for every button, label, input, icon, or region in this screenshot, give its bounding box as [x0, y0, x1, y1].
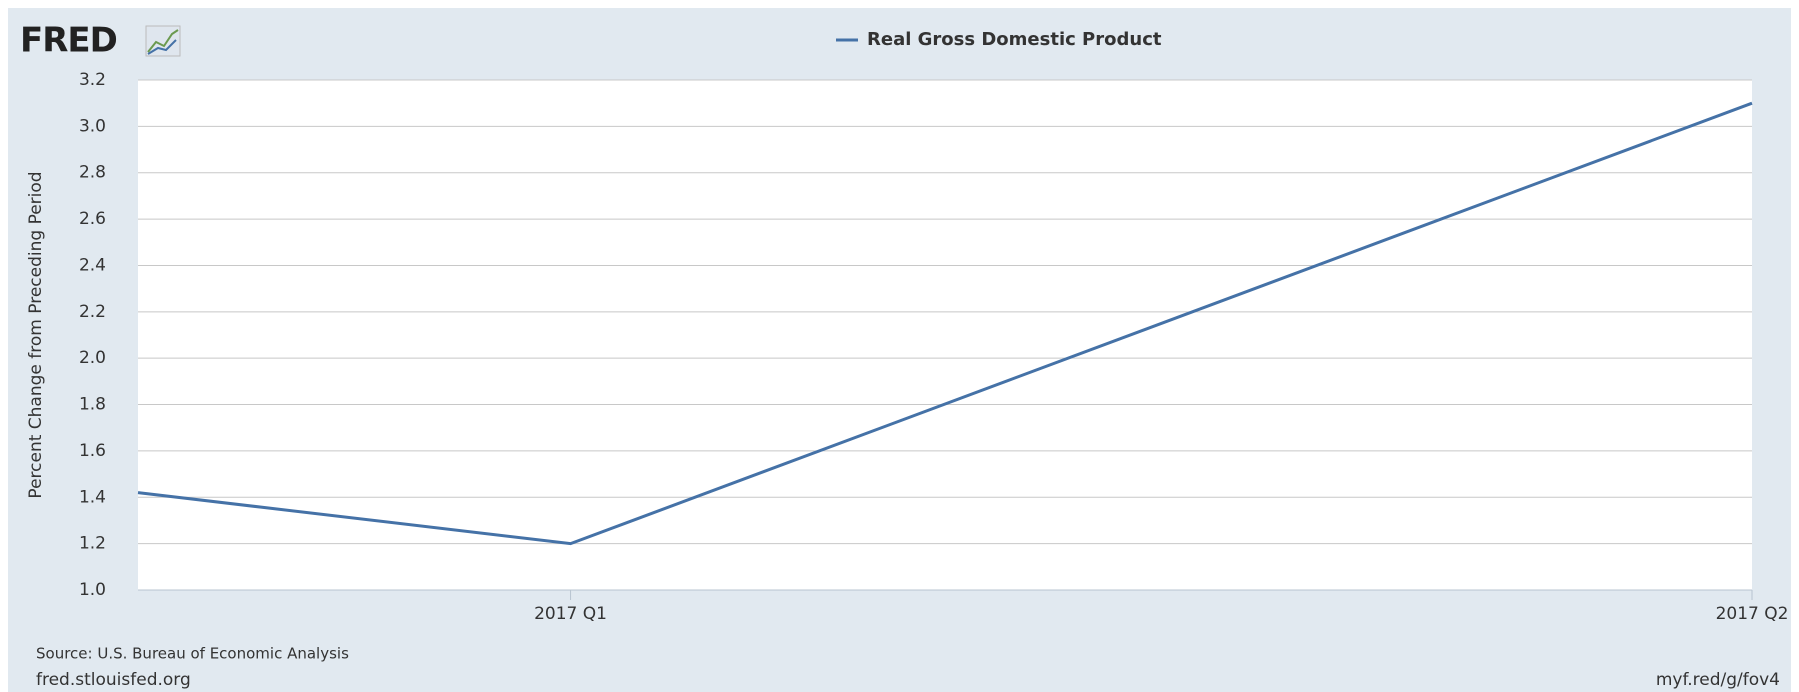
y-tick-label: 1.4 [79, 487, 106, 507]
legend-label: Real Gross Domestic Product [867, 29, 1162, 50]
y-tick-label: 1.0 [79, 580, 106, 600]
y-tick-label: 1.6 [79, 441, 106, 461]
logo: FRED [20, 21, 117, 61]
y-tick-label: 2.8 [79, 163, 106, 183]
footer-right: myf.red/g/fov4 [1656, 670, 1780, 690]
source: Source: U.S. Bureau of Economic Analysis [36, 645, 349, 663]
y-tick-label: 2.2 [79, 302, 106, 322]
footer-left: fred.stlouisfed.org [36, 670, 191, 690]
y-tick-label: 3.0 [79, 116, 106, 136]
y-tick-label: 2.6 [79, 209, 106, 229]
x-tick-label: 2017 Q1 [534, 604, 607, 624]
x-tick-label: 2017 Q2 [1716, 604, 1789, 624]
y-tick-label: 3.2 [79, 70, 106, 90]
y-tick-label: 2.4 [79, 255, 106, 275]
logo-icon [145, 25, 181, 57]
y-axis-label: Percent Change from Preceding Period [26, 171, 46, 498]
plot-area [138, 80, 1752, 590]
y-tick-label: 1.2 [79, 534, 106, 554]
line [137, 101, 1753, 546]
y-tick-label: 1.8 [79, 395, 106, 415]
y-tick-label: 2.0 [79, 348, 106, 368]
